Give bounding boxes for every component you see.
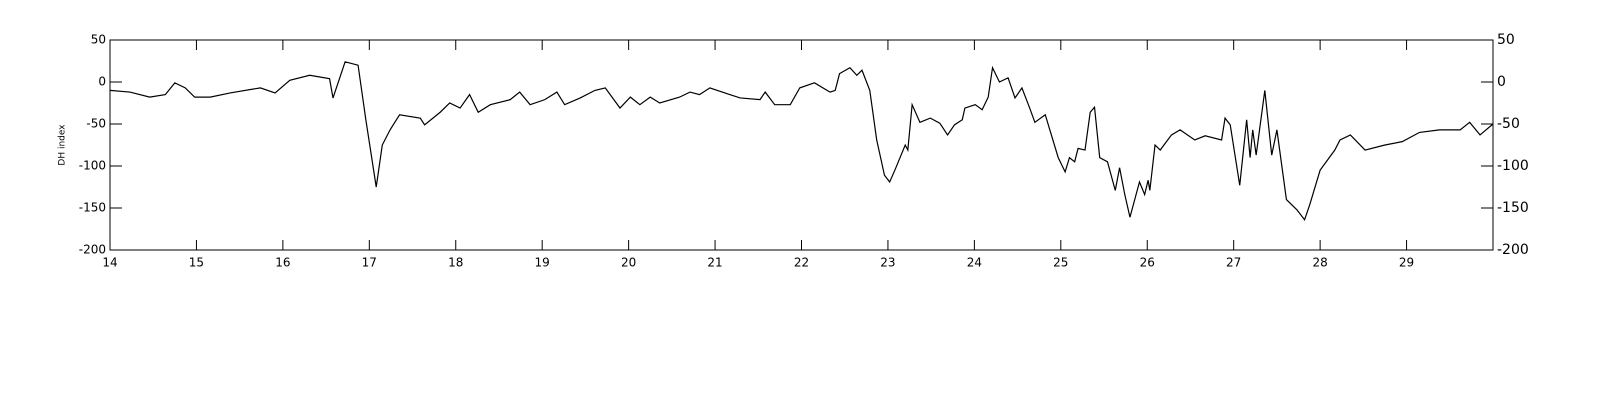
x-tick-label: 20 [621,256,636,270]
x-tick-label: 18 [448,256,463,270]
x-tick-label: 19 [535,256,550,270]
y-tick-label: -150 [79,201,106,215]
y-tick-label: 0 [98,75,106,89]
x-tick-label: 21 [707,256,722,270]
y-tick-label: -50 [86,117,106,131]
y2-tick-label: 0 [1497,74,1506,90]
data-line [109,61,1494,222]
y-tick-label: -200 [79,243,106,257]
y-axis-label: DH index [58,124,68,166]
y-tick-label: -100 [79,159,106,173]
x-tick-label: 25 [1053,256,1068,270]
x-tick-label: 17 [362,256,377,270]
x-tick-label: 26 [1140,256,1155,270]
x-tick-label: 22 [794,256,809,270]
x-tick-label: 23 [880,256,895,270]
x-tick-label: 24 [967,256,982,270]
x-tick-label: 27 [1226,256,1241,270]
x-tick-label: 14 [102,256,117,270]
y2-tick-label: -50 [1497,116,1520,132]
y2-tick-label: -200 [1497,242,1529,258]
y2-tick-label: -150 [1497,200,1529,216]
x-tick-label: 16 [275,256,290,270]
x-tick-label: 15 [189,256,204,270]
y2-tick-label: -100 [1497,158,1529,174]
plot-frame [109,39,1494,251]
x-tick-label: 28 [1312,256,1327,270]
y2-tick-label: 50 [1497,32,1515,48]
x-tick-label: 29 [1399,256,1414,270]
y-tick-label: 50 [91,33,106,47]
